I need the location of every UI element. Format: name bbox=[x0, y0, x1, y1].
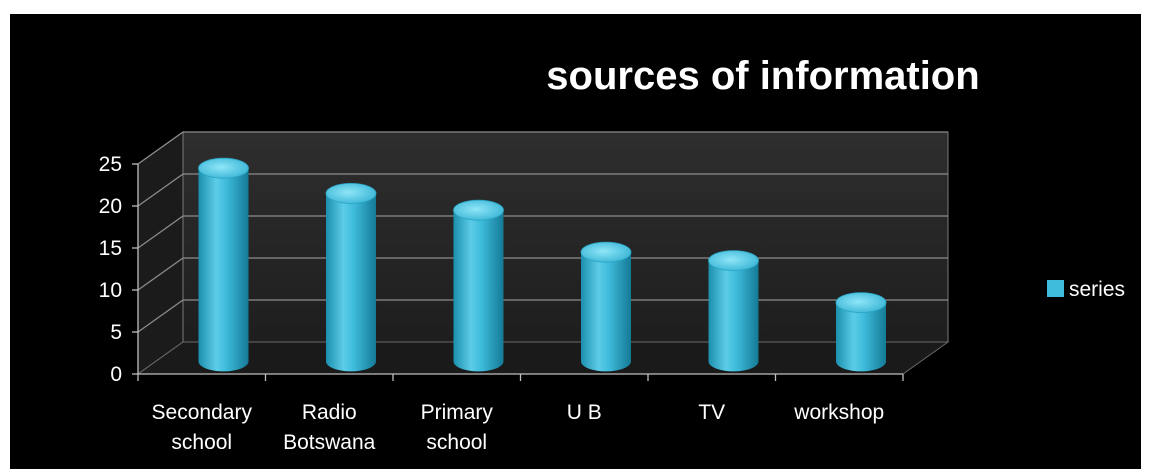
bar-cap bbox=[580, 241, 632, 263]
legend-label-series: series bbox=[1069, 278, 1125, 301]
bar-cap bbox=[325, 182, 377, 204]
gridline-side bbox=[137, 173, 184, 207]
bar bbox=[325, 182, 377, 372]
x-tick-label: school bbox=[426, 431, 487, 454]
gridline-side bbox=[137, 215, 184, 249]
y-tick-label: 20 bbox=[99, 195, 122, 218]
chart-title: sources of information bbox=[546, 54, 979, 98]
x-tick-label: Botswana bbox=[283, 431, 376, 454]
legend-swatch bbox=[1047, 280, 1064, 297]
x-tick-label: TV bbox=[698, 401, 725, 424]
y-tick-label: 5 bbox=[110, 321, 122, 344]
chart-frame: 0 5 10 15 20 25 Secondary school Radio Botswana Pr… bbox=[10, 14, 1141, 469]
bar bbox=[453, 199, 504, 372]
back-wall bbox=[182, 131, 949, 343]
y-tick-label: 15 bbox=[99, 237, 122, 260]
bar-body bbox=[836, 302, 886, 372]
x-tick-label: school bbox=[171, 431, 232, 454]
gridline-side bbox=[137, 131, 184, 165]
bar-body bbox=[453, 210, 504, 372]
bar bbox=[580, 241, 632, 372]
x-tick-label: U B bbox=[567, 401, 602, 424]
bar-body bbox=[708, 260, 759, 372]
x-tick-label: Radio bbox=[302, 401, 357, 424]
legend: series bbox=[1047, 278, 1125, 301]
gridline-side bbox=[137, 299, 184, 333]
y-tick-label: 25 bbox=[99, 153, 122, 176]
chart-svg: 0 5 10 15 20 25 Secondary school Radio Botswana Pr… bbox=[99, 54, 1125, 454]
bar-body bbox=[581, 252, 631, 372]
y-tick-label: 0 bbox=[110, 363, 122, 386]
bar-cap bbox=[198, 157, 249, 179]
y-tick-label: 10 bbox=[99, 279, 122, 302]
x-tick-label: Secondary bbox=[152, 401, 253, 424]
bar bbox=[708, 250, 759, 372]
bar bbox=[835, 292, 887, 372]
plot-area: 0 5 10 15 20 25 Secondary school Radio Botswana Pr… bbox=[99, 131, 950, 454]
bar-cap bbox=[708, 250, 759, 272]
gridline-side bbox=[137, 257, 184, 291]
x-tick-label: Primary bbox=[421, 401, 494, 424]
x-tick-label: workshop bbox=[793, 401, 884, 424]
bar-cap bbox=[835, 292, 887, 314]
floor bbox=[136, 341, 950, 375]
bar-body bbox=[198, 168, 249, 372]
side-wall bbox=[137, 131, 184, 375]
bar-cap bbox=[453, 199, 504, 221]
bar bbox=[198, 157, 249, 372]
bar-body bbox=[326, 193, 376, 372]
